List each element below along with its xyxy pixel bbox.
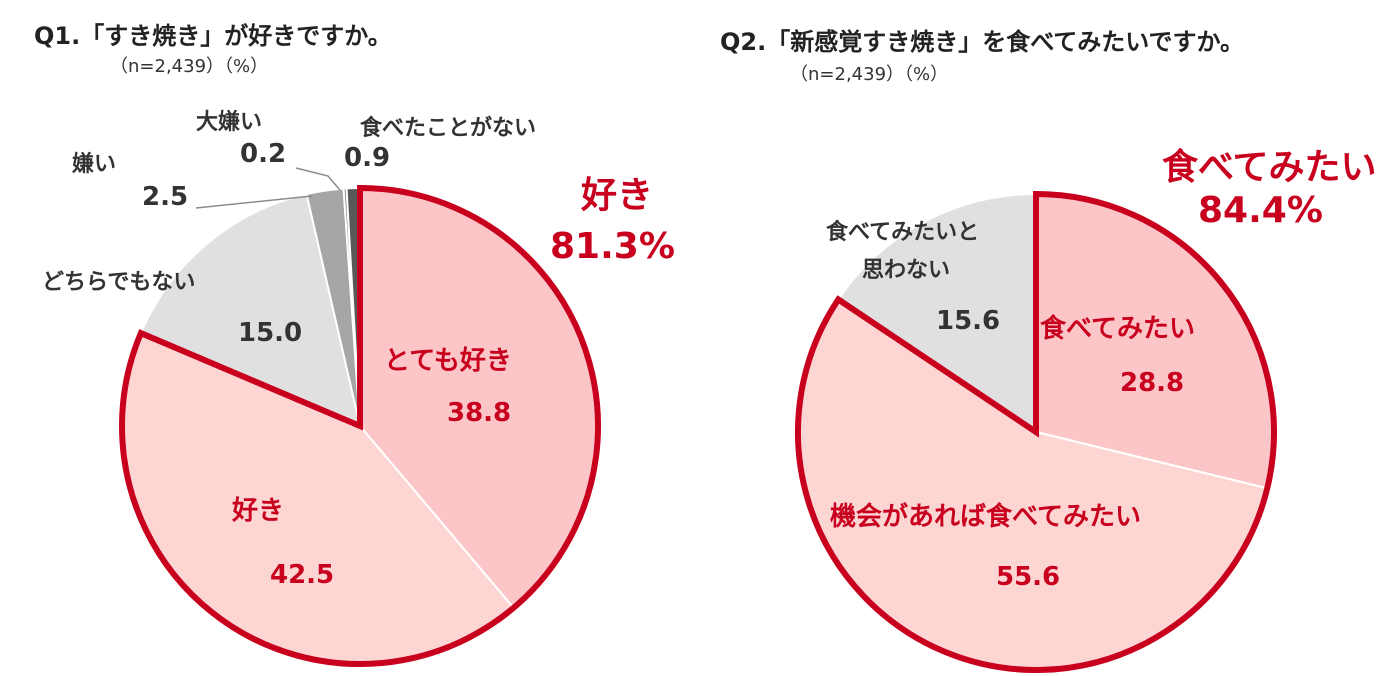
chart-note: （n=2,439）（%）	[790, 64, 949, 85]
slice-value: 55.6	[996, 562, 1061, 592]
slice-value: 0.2	[240, 139, 287, 169]
chart-title: Q1.「すき焼き」が好きですか。	[34, 22, 392, 50]
slice-label: 食べてみたいと	[826, 220, 980, 245]
group-value: 84.4%	[1198, 190, 1323, 231]
slice-value: 0.9	[344, 143, 391, 173]
leader-line	[195, 195, 313, 209]
slice-label: 嫌い	[72, 152, 117, 177]
slice-value: 15.6	[936, 306, 1001, 336]
leader-line	[295, 167, 341, 191]
slice-value: 15.0	[238, 318, 303, 348]
chart-title: Q2.「新感覚すき焼き」を食べてみたいですか。	[720, 28, 1245, 56]
chart-q1: Q1.「すき焼き」が好きですか。 （n=2,439）（%） 好き 81.3% と…	[34, 22, 675, 667]
slice-value: 28.8	[1120, 368, 1185, 398]
group-value: 81.3%	[550, 226, 675, 267]
slice-label: 思わない	[862, 258, 951, 283]
pie-chart-q1	[119, 167, 601, 667]
slice-label: 機会があれば食べてみたい	[830, 502, 1141, 532]
group-label: 食べてみたい	[1162, 147, 1377, 188]
slice-value: 38.8	[447, 398, 512, 428]
chart-q2: Q2.「新感覚すき焼き」を食べてみたいですか。 （n=2,439）（%） 食べて…	[700, 0, 1400, 676]
group-label: 好き	[581, 175, 654, 216]
slice-label: 好き	[232, 496, 285, 526]
pie-slice	[139, 192, 362, 428]
slice-label: 食べてみたい	[1040, 314, 1195, 344]
pie-chart-q2	[795, 190, 1277, 673]
slice-value: 42.5	[270, 560, 335, 590]
slice-label: どちらでもない	[42, 270, 196, 295]
slice-label: 食べたことがない	[360, 116, 537, 141]
highlight-outline	[119, 184, 601, 667]
pie-slice	[836, 192, 1037, 434]
highlight-outline	[795, 190, 1277, 673]
chart-note: （n=2,439）（%）	[110, 56, 269, 77]
slice-label: 大嫌い	[196, 110, 263, 135]
slice-label: とても好き	[384, 346, 512, 376]
slice-value: 2.5	[142, 182, 189, 212]
